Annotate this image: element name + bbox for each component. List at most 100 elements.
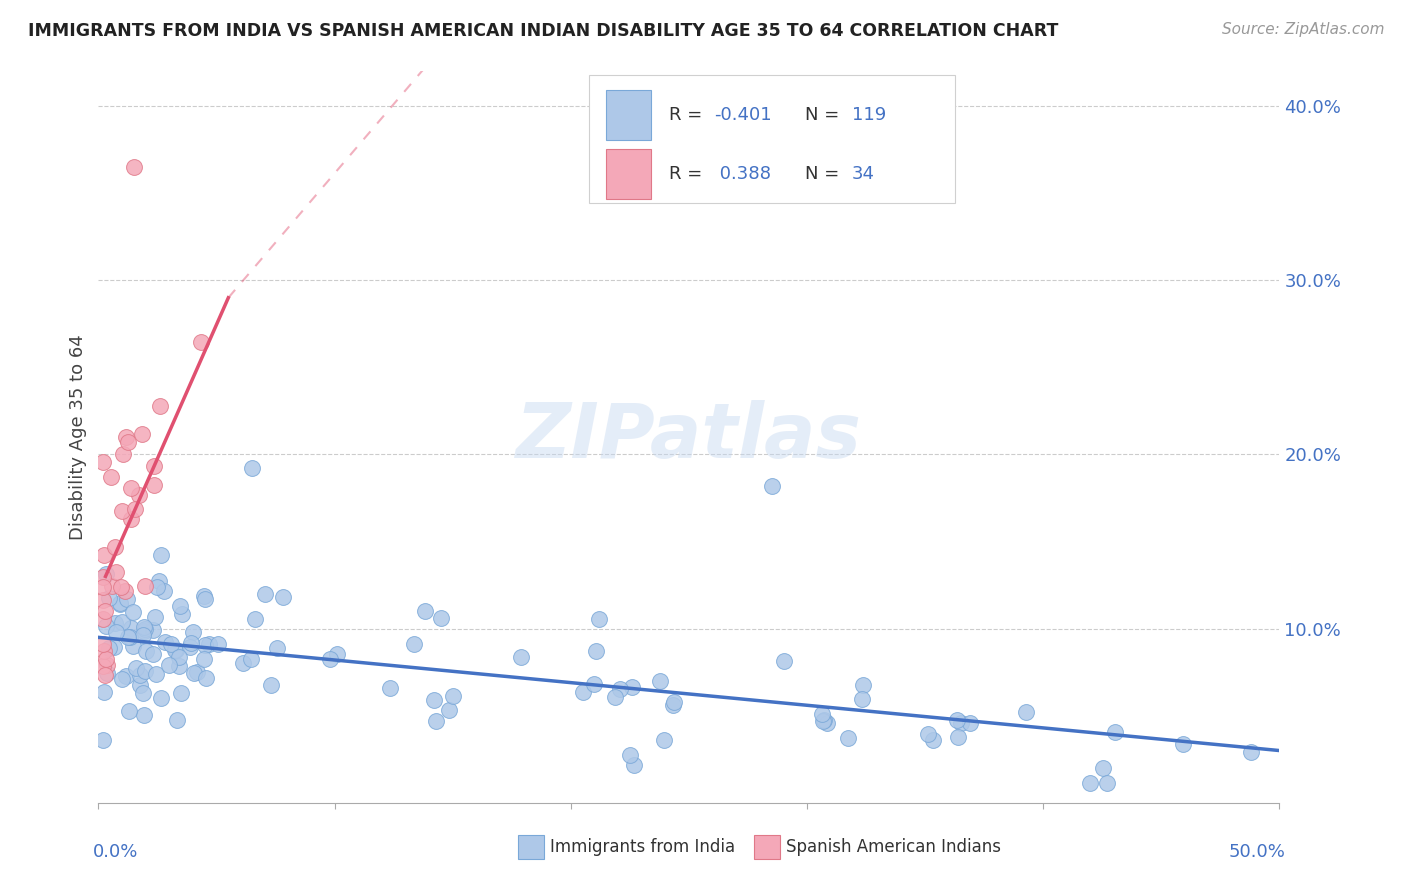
Text: R =: R = bbox=[669, 165, 707, 183]
FancyBboxPatch shape bbox=[606, 149, 651, 199]
Point bbox=[1015, 705, 1038, 719]
Text: ZIPatlas: ZIPatlas bbox=[516, 401, 862, 474]
Point bbox=[111, 447, 134, 461]
Point bbox=[105, 624, 128, 639]
Text: N =: N = bbox=[804, 106, 845, 124]
Point bbox=[132, 624, 155, 638]
Point bbox=[120, 481, 142, 495]
Point bbox=[326, 647, 349, 661]
Point bbox=[1104, 724, 1126, 739]
Text: Source: ZipAtlas.com: Source: ZipAtlas.com bbox=[1222, 22, 1385, 37]
Point bbox=[120, 511, 142, 525]
Point bbox=[851, 691, 873, 706]
Point bbox=[773, 654, 796, 668]
Point bbox=[166, 643, 188, 657]
Point bbox=[240, 652, 263, 666]
Point bbox=[378, 681, 401, 695]
Text: Spanish American Indians: Spanish American Indians bbox=[786, 838, 1001, 856]
Point bbox=[94, 668, 117, 682]
Point bbox=[194, 591, 217, 606]
Point bbox=[96, 665, 118, 680]
Point bbox=[142, 478, 165, 492]
Point bbox=[128, 677, 150, 691]
Point bbox=[132, 628, 155, 642]
Point bbox=[949, 716, 972, 731]
Point bbox=[93, 644, 115, 658]
Point bbox=[96, 652, 118, 666]
Point bbox=[94, 604, 117, 618]
Point bbox=[425, 714, 447, 728]
Point bbox=[160, 637, 183, 651]
Point bbox=[852, 678, 875, 692]
Point bbox=[131, 426, 153, 441]
Point bbox=[195, 671, 218, 685]
FancyBboxPatch shape bbox=[754, 835, 780, 859]
Point bbox=[181, 624, 204, 639]
Point bbox=[662, 695, 685, 709]
Point bbox=[609, 681, 631, 696]
Point bbox=[571, 685, 593, 699]
Point bbox=[180, 636, 202, 650]
Point bbox=[437, 703, 460, 717]
Point bbox=[193, 652, 215, 666]
Point bbox=[169, 650, 191, 665]
Point bbox=[91, 612, 114, 626]
Point bbox=[98, 640, 121, 655]
Text: 0.0%: 0.0% bbox=[93, 843, 138, 861]
Point bbox=[122, 160, 145, 174]
Point bbox=[91, 580, 114, 594]
Point bbox=[1095, 776, 1118, 790]
Point bbox=[122, 639, 145, 653]
Point bbox=[404, 637, 426, 651]
Point bbox=[148, 574, 170, 588]
Point bbox=[1240, 746, 1263, 760]
Point bbox=[134, 707, 156, 722]
Point bbox=[166, 714, 188, 728]
Point bbox=[124, 501, 146, 516]
Point bbox=[190, 335, 212, 350]
Point bbox=[110, 673, 132, 687]
Point bbox=[811, 706, 834, 721]
Point bbox=[232, 656, 254, 670]
Point bbox=[259, 678, 281, 692]
Point bbox=[132, 686, 155, 700]
Point bbox=[149, 400, 172, 414]
Point bbox=[430, 611, 453, 625]
Point bbox=[623, 757, 645, 772]
Point bbox=[318, 651, 340, 665]
Point bbox=[91, 570, 114, 584]
Text: 50.0%: 50.0% bbox=[1229, 843, 1285, 861]
FancyBboxPatch shape bbox=[606, 90, 651, 140]
Point bbox=[142, 647, 165, 661]
Point bbox=[93, 593, 115, 607]
Point bbox=[193, 589, 215, 603]
Text: IMMIGRANTS FROM INDIA VS SPANISH AMERICAN INDIAN DISABILITY AGE 35 TO 64 CORRELA: IMMIGRANTS FROM INDIA VS SPANISH AMERICA… bbox=[28, 22, 1059, 40]
Point bbox=[115, 669, 138, 683]
Point bbox=[145, 666, 167, 681]
Point bbox=[621, 681, 644, 695]
Point bbox=[111, 615, 134, 630]
Point bbox=[583, 677, 606, 691]
Y-axis label: Disability Age 35 to 64: Disability Age 35 to 64 bbox=[69, 334, 87, 540]
Point bbox=[273, 591, 295, 605]
Point bbox=[169, 658, 191, 673]
Point bbox=[815, 716, 838, 731]
Point bbox=[134, 622, 156, 636]
Point bbox=[946, 731, 969, 745]
Point bbox=[922, 732, 945, 747]
Point bbox=[207, 637, 229, 651]
Point bbox=[170, 686, 193, 700]
Point bbox=[128, 488, 150, 502]
Point bbox=[96, 619, 118, 633]
Point bbox=[150, 549, 173, 563]
Point bbox=[585, 644, 607, 658]
Text: N =: N = bbox=[804, 165, 845, 183]
Point bbox=[509, 650, 531, 665]
Point bbox=[441, 689, 464, 703]
Text: 34: 34 bbox=[852, 165, 875, 183]
Point bbox=[129, 668, 152, 682]
Point bbox=[240, 461, 263, 475]
Point bbox=[91, 454, 114, 468]
Point bbox=[118, 704, 141, 718]
Point bbox=[588, 612, 610, 626]
